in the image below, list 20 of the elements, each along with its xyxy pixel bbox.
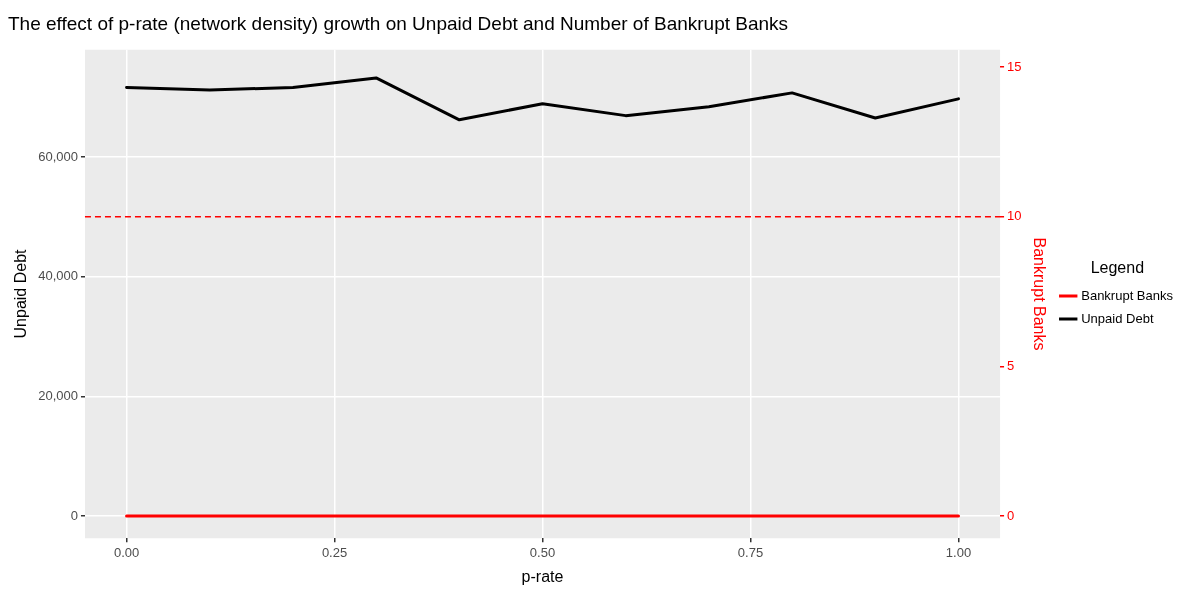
y-tick-label: 20,000 bbox=[38, 387, 78, 403]
x-tick-label: 0.25 bbox=[321, 544, 348, 560]
y2-tick-label: 5 bbox=[1007, 358, 1015, 373]
y2-axis-title: Bankrupt Banks bbox=[1030, 237, 1048, 351]
y2-tick-label: 15 bbox=[1007, 58, 1022, 74]
legend-title: Legend bbox=[1090, 258, 1145, 276]
y-axis-title: Unpaid Debt bbox=[12, 248, 30, 339]
legend-label: Unpaid Debt bbox=[1081, 310, 1154, 326]
y-tick-label: 0 bbox=[70, 507, 78, 523]
x-tick-label: 0.75 bbox=[737, 544, 764, 560]
x-axis-title: p-rate bbox=[521, 567, 564, 585]
x-tick-label: 0.00 bbox=[113, 544, 140, 560]
x-tick-label: 0.50 bbox=[529, 544, 556, 560]
x-tick-label: 1.00 bbox=[945, 544, 972, 560]
y2-tick-label: 10 bbox=[1007, 208, 1022, 224]
y-tick-label: 60,000 bbox=[38, 148, 78, 164]
legend-label: Bankrupt Banks bbox=[1081, 287, 1174, 303]
chart-title: The effect of p-rate (network density) growth on Unpaid Debt and Number of Bankrupt Banks bbox=[8, 12, 789, 34]
y2-tick-label: 0 bbox=[1007, 507, 1015, 523]
y-tick-label: 40,000 bbox=[38, 268, 78, 284]
